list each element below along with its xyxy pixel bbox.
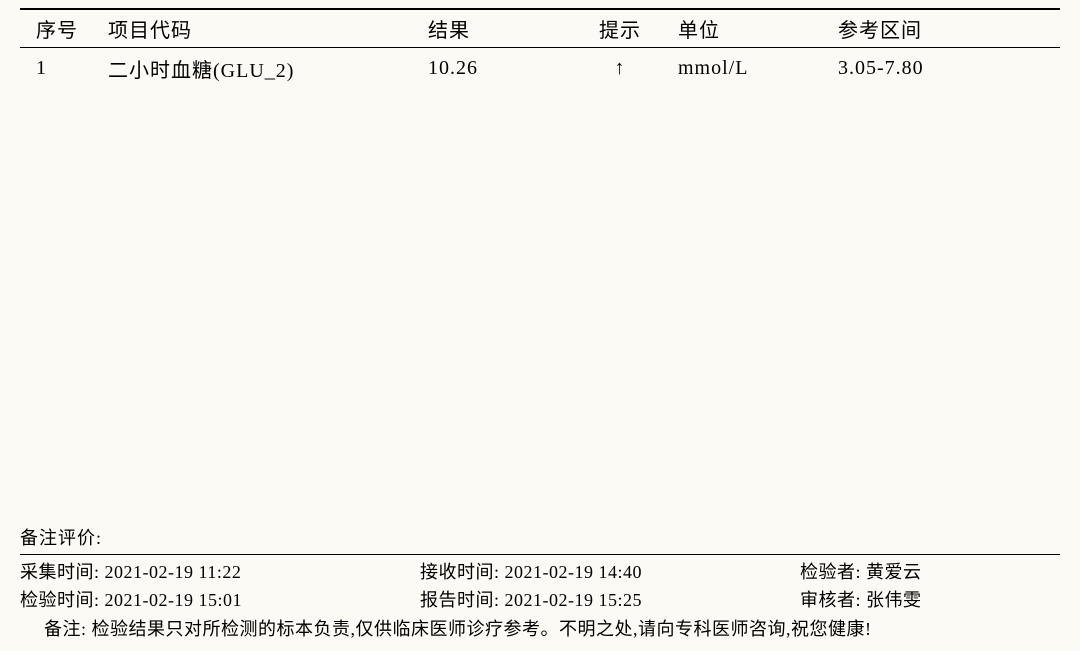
- cell-result: 10.26: [420, 48, 570, 90]
- note-line: 备注: 检验结果只对所检测的标本负责,仅供临床医师诊疗参考。不明之处,请向专科医…: [20, 613, 1060, 643]
- remark-label: 备注评价:: [20, 522, 1060, 552]
- cell-seq: 1: [20, 48, 100, 90]
- note-text: 检验结果只对所检测的标本负责,仅供临床医师诊疗参考。不明之处,请向专科医师咨询,…: [92, 619, 872, 639]
- col-header-unit: 单位: [670, 9, 830, 48]
- inspector-value: 黄爱云: [866, 562, 922, 582]
- receive-time: 接收时间: 2021-02-19 14:40: [420, 558, 800, 584]
- note-label: 备注:: [44, 619, 87, 639]
- col-header-hint: 提示: [570, 9, 670, 48]
- cell-unit: mmol/L: [670, 48, 830, 90]
- test-time: 检验时间: 2021-02-19 15:01: [20, 586, 420, 612]
- results-table: 序号 项目代码 结果 提示 单位 参考区间 1 二小时血糖(GLU_2) 10.…: [20, 8, 1060, 89]
- table-row: 1 二小时血糖(GLU_2) 10.26 ↑ mmol/L 3.05-7.80: [20, 48, 1060, 90]
- cell-item: 二小时血糖(GLU_2): [100, 48, 420, 90]
- reviewer-value: 张伟雯: [866, 590, 922, 610]
- receive-time-value: 2021-02-19 14:40: [505, 562, 643, 582]
- meta-row-2: 检验时间: 2021-02-19 15:01 报告时间: 2021-02-19 …: [20, 585, 1060, 613]
- inspector-label: 检验者:: [800, 562, 861, 582]
- collect-time: 采集时间: 2021-02-19 11:22: [20, 558, 420, 584]
- table-header-row: 序号 项目代码 结果 提示 单位 参考区间: [20, 9, 1060, 48]
- reviewer-label: 审核者:: [800, 590, 861, 610]
- report-time: 报告时间: 2021-02-19 15:25: [420, 586, 800, 612]
- test-time-label: 检验时间:: [20, 590, 100, 610]
- collect-time-value: 2021-02-19 11:22: [105, 562, 242, 582]
- cell-reference: 3.05-7.80: [830, 48, 1060, 90]
- cell-hint: ↑: [570, 48, 670, 90]
- footer-section: 备注评价: 采集时间: 2021-02-19 11:22 接收时间: 2021-…: [20, 522, 1060, 643]
- col-header-reference: 参考区间: [830, 9, 1060, 48]
- inspector: 检验者: 黄爱云: [800, 558, 1060, 584]
- report-time-value: 2021-02-19 15:25: [505, 590, 643, 610]
- receive-time-label: 接收时间:: [420, 562, 500, 582]
- report-container: 序号 项目代码 结果 提示 单位 参考区间 1 二小时血糖(GLU_2) 10.…: [0, 0, 1080, 89]
- reviewer: 审核者: 张伟雯: [800, 586, 1060, 612]
- col-header-seq: 序号: [20, 9, 100, 48]
- meta-row-1: 采集时间: 2021-02-19 11:22 接收时间: 2021-02-19 …: [20, 557, 1060, 585]
- col-header-result: 结果: [420, 9, 570, 48]
- col-header-item: 项目代码: [100, 9, 420, 48]
- report-time-label: 报告时间:: [420, 590, 500, 610]
- collect-time-label: 采集时间:: [20, 562, 100, 582]
- test-time-value: 2021-02-19 15:01: [105, 590, 243, 610]
- divider-line: [20, 554, 1060, 555]
